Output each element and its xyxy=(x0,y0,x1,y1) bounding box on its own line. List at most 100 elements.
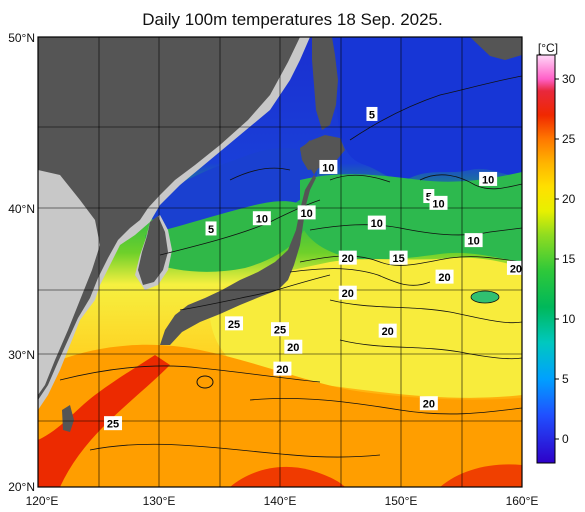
contour-label: 10 xyxy=(464,233,483,248)
longitude-axis: 120°E 130°E 140°E 150°E 160°E xyxy=(26,494,539,508)
cold-north-pacific xyxy=(330,37,522,180)
contour-label-text: 25 xyxy=(107,419,119,431)
japan-islands xyxy=(160,140,320,345)
contour-label-text: 5 xyxy=(369,109,375,121)
contour-label-bg xyxy=(338,285,357,300)
contour-label-text: 20 xyxy=(287,342,299,354)
lat-label-20n: 20°N xyxy=(8,480,35,494)
contour-label: 20 xyxy=(284,339,303,354)
contour-label-bg xyxy=(506,260,525,275)
contour-label-text: 20 xyxy=(276,364,288,376)
contour-label-bg xyxy=(419,396,438,411)
map-title: Daily 100m temperatures 18 Sep. 2025. xyxy=(142,10,443,29)
contour-label-bg xyxy=(367,215,386,230)
mainland-dark xyxy=(38,37,300,400)
colorbar-scale xyxy=(536,54,556,464)
colorbar-tick-labels: 30 25 20 15 10 5 0 xyxy=(555,72,576,446)
isotherm-contours xyxy=(59,75,522,458)
contour-label-bg xyxy=(429,195,448,210)
lon-label-120e: 120°E xyxy=(26,494,59,508)
colorbar-tick-label: 20 xyxy=(562,192,576,206)
contour-label-bg xyxy=(366,106,378,121)
contour-label-bg xyxy=(273,361,292,376)
contour-label: 25 xyxy=(104,416,123,431)
contour-label-bg xyxy=(205,221,217,236)
lon-label-130e: 130°E xyxy=(143,494,176,508)
contour-label-text: 20 xyxy=(423,399,435,411)
contour-label-text: 20 xyxy=(342,288,354,300)
lon-label-150e: 150°E xyxy=(385,494,418,508)
contour-label-text: 5 xyxy=(426,192,432,204)
warm-red-east xyxy=(440,464,522,487)
colorbar-unit: [°C] xyxy=(538,41,558,55)
contour-label-bg xyxy=(271,322,289,337)
contour-label: 20 xyxy=(435,269,454,284)
warm-eddy xyxy=(196,375,214,389)
contour-label-text: 20 xyxy=(510,263,522,275)
contour-label-text: 20 xyxy=(342,253,354,265)
contour-label-bg xyxy=(479,171,498,186)
kamchatka-tip xyxy=(470,37,522,60)
contour-label-bg xyxy=(104,416,123,431)
contour-label: 5 xyxy=(205,221,217,236)
contour-label: 20 xyxy=(338,285,357,300)
contour-label-text: 25 xyxy=(274,325,286,337)
taiwan-island xyxy=(62,405,74,432)
colorbar-tick-label: 25 xyxy=(562,132,576,146)
contour-label: 10 xyxy=(297,205,316,220)
lat-label-40n: 40°N xyxy=(8,202,35,216)
contour-label-bg xyxy=(389,250,408,265)
colorbar-tick-label: 0 xyxy=(562,432,569,446)
contour-label-text: 20 xyxy=(382,326,394,338)
contour-label-text: 10 xyxy=(322,162,334,174)
warm-red-south xyxy=(230,466,345,487)
contour-label: 20 xyxy=(338,250,357,265)
map-frame xyxy=(37,36,523,488)
contour-label: 15 xyxy=(389,250,408,265)
light-foreign-territory xyxy=(38,170,100,395)
contour-label-text: 10 xyxy=(256,214,268,226)
contour-label-bg xyxy=(252,211,271,226)
colorbar-tick-label: 10 xyxy=(562,312,576,326)
contour-label: 25 xyxy=(271,322,289,337)
contour-label-bg xyxy=(378,323,397,338)
contour-label-bg xyxy=(435,269,454,284)
contour-label: 20 xyxy=(506,260,525,275)
lat-label-30n: 30°N xyxy=(8,348,35,362)
contour-label: 25 xyxy=(225,316,244,331)
korea-dark xyxy=(138,216,168,285)
contour-label: 20 xyxy=(273,361,292,376)
contour-label: 5 xyxy=(423,189,435,204)
japan-sea-cold xyxy=(150,148,317,245)
cold-eddy xyxy=(470,290,500,304)
contour-label-text: 15 xyxy=(392,253,404,265)
contour-label-text: 20 xyxy=(438,272,450,284)
contour-label-bg xyxy=(319,159,338,174)
contour-label-text: 5 xyxy=(208,224,214,236)
colorbar: [°C] 30 25 20 15 10 5 0 xyxy=(536,41,576,464)
contour-label-text: 25 xyxy=(228,319,240,331)
contour-label-text: 10 xyxy=(300,208,312,220)
contour-label-text: 10 xyxy=(371,218,383,230)
contour-label: 5 xyxy=(366,106,378,121)
lon-label-160e: 160°E xyxy=(506,494,539,508)
latitude-axis: 50°N 40°N 30°N 20°N xyxy=(8,31,35,494)
contour-label: 10 xyxy=(319,159,338,174)
lon-label-140e: 140°E xyxy=(264,494,297,508)
contour-label-bg xyxy=(297,205,316,220)
contour-label: 10 xyxy=(479,171,498,186)
contour-label-text: 10 xyxy=(482,174,494,186)
contour-label: 10 xyxy=(252,211,271,226)
contour-label-bg xyxy=(338,250,357,265)
contour-label: 20 xyxy=(378,323,397,338)
contour-label-bg xyxy=(423,189,435,204)
contour-label-text: 10 xyxy=(432,198,444,210)
contour-label-bg xyxy=(225,316,244,331)
sakhalin-dark xyxy=(312,37,338,130)
contour-label-text: 10 xyxy=(467,236,479,248)
colorbar-tick-label: 15 xyxy=(562,252,576,266)
contour-label-bg xyxy=(464,233,483,248)
contour-label: 10 xyxy=(429,195,448,210)
